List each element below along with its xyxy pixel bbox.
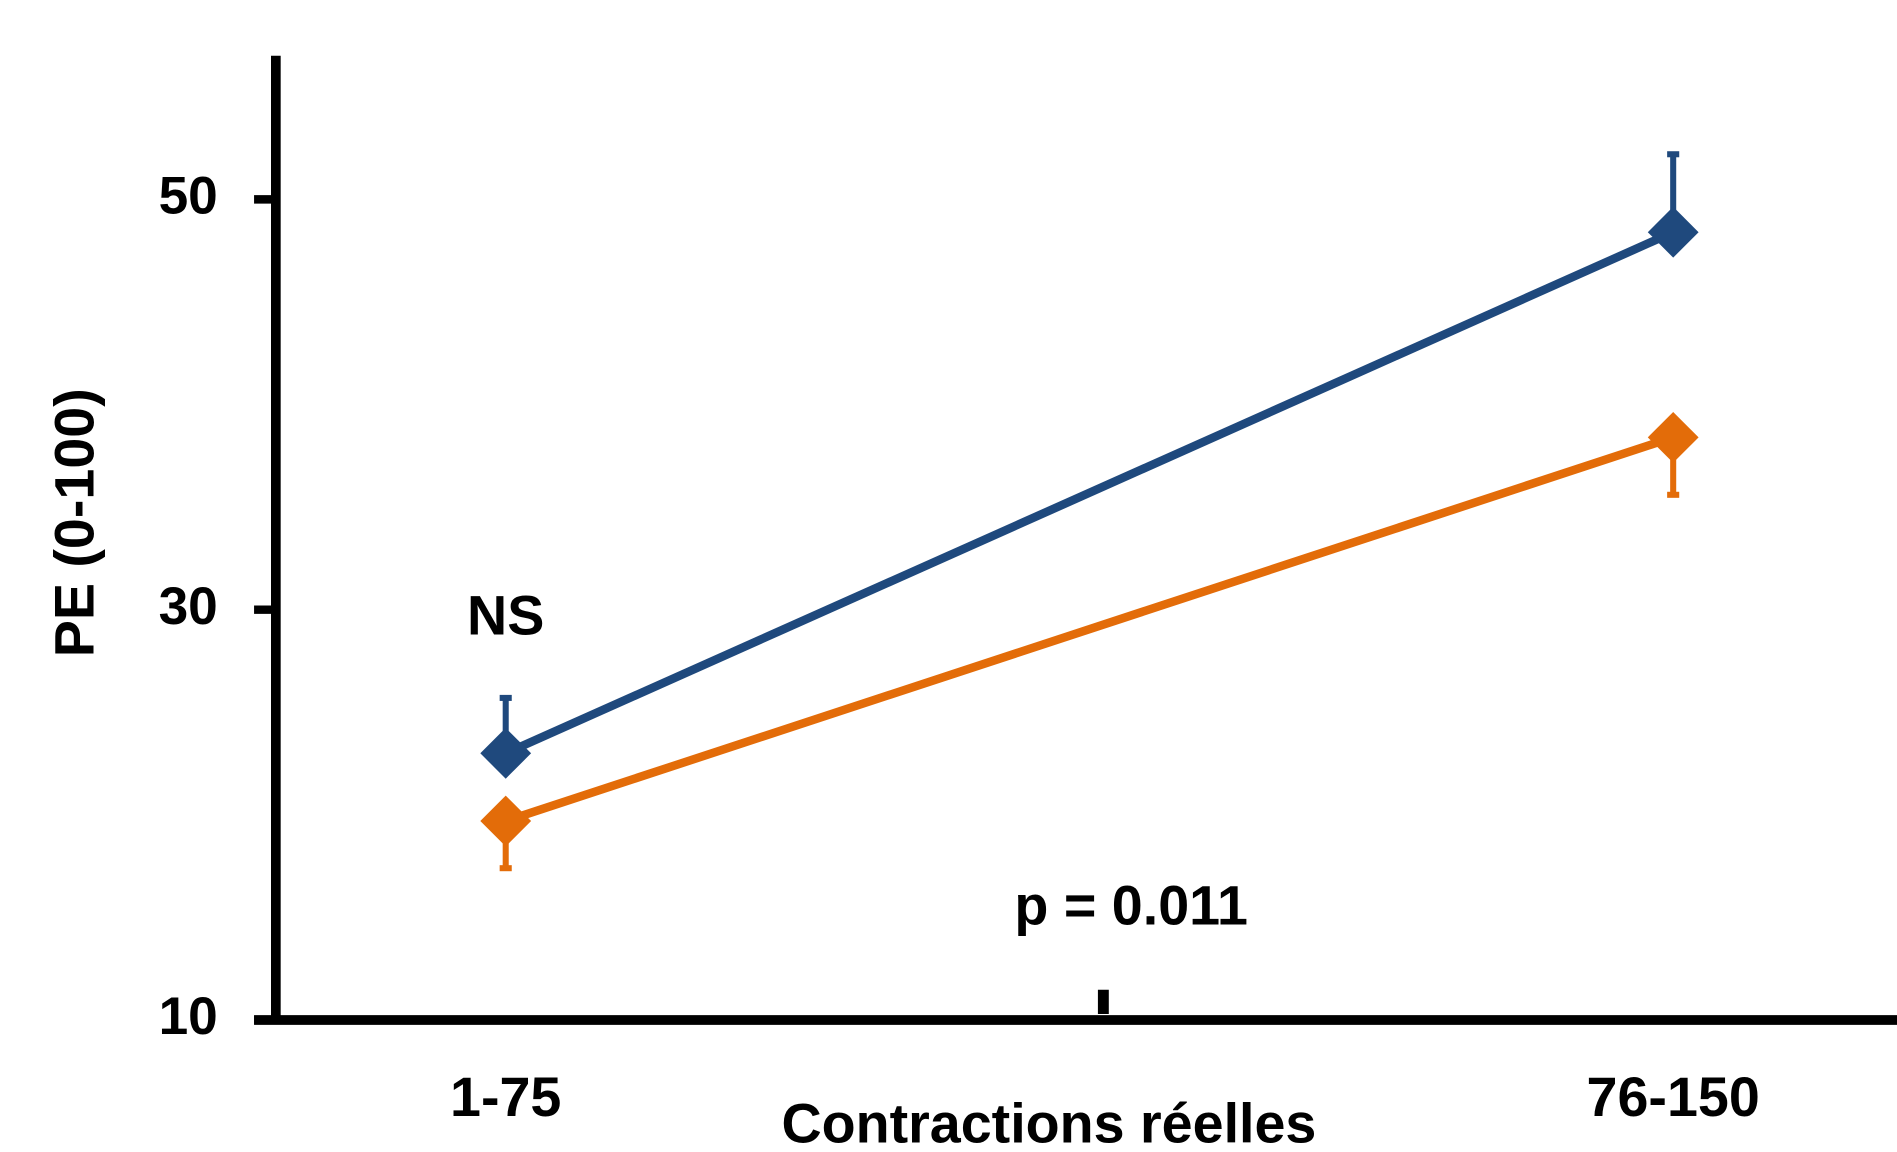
series-line	[503, 228, 1675, 758]
y-tick-label: 30	[159, 577, 218, 636]
marker	[480, 727, 532, 779]
x-tick-label: 1-75	[450, 1066, 561, 1128]
marker	[1647, 206, 1699, 258]
series-line	[504, 433, 1675, 826]
annotation: NS	[467, 584, 544, 646]
y-tick-label: 10	[159, 987, 218, 1046]
x-axis-label: Contractions réelles	[781, 1092, 1316, 1152]
annotation: p = 0.011	[1014, 875, 1248, 937]
x-tick-label: 76-150	[1587, 1066, 1760, 1128]
marker	[1647, 411, 1699, 463]
y-axis-label: PE (0-100)	[43, 388, 105, 657]
marker	[480, 795, 532, 847]
y-tick-label: 50	[159, 166, 218, 225]
